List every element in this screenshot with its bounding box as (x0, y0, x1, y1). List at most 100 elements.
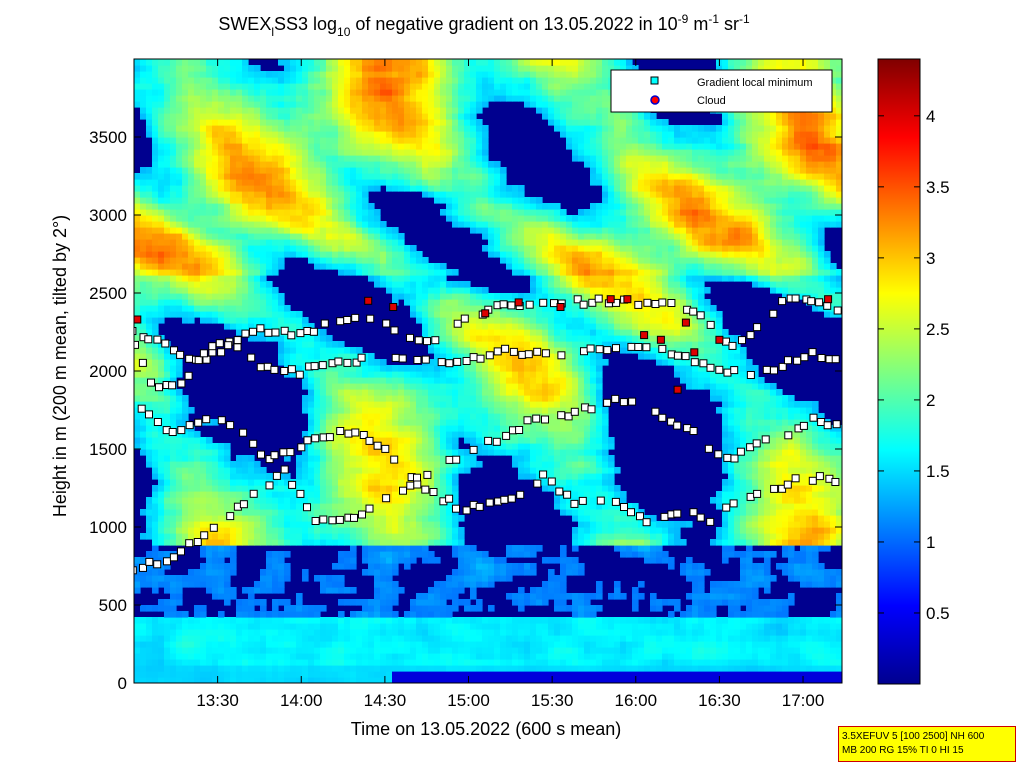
heatmap-cell (308, 77, 315, 84)
heatmap-cell (362, 389, 369, 396)
heatmap-cell (284, 665, 291, 672)
heatmap-cell (404, 131, 411, 138)
heatmap-cell (224, 503, 231, 510)
heatmap-cell (266, 149, 273, 156)
heatmap-cell (326, 257, 333, 264)
heatmap-cell (452, 149, 459, 156)
heatmap-cell (212, 203, 219, 210)
heatmap-cell (458, 665, 465, 672)
heatmap-cell (170, 665, 177, 672)
heatmap-cell (410, 185, 417, 192)
heatmap-cell (452, 521, 459, 528)
heatmap-cell (410, 77, 417, 84)
heatmap-cell (176, 125, 183, 132)
heatmap-cell (188, 659, 195, 666)
heatmap-cell (332, 629, 339, 636)
heatmap-cell (308, 497, 315, 504)
heatmap-cell (332, 341, 339, 348)
heatmap-cell (458, 623, 465, 630)
heatmap-cell (314, 653, 321, 660)
heatmap-cell (188, 569, 195, 576)
heatmap-cell (392, 275, 399, 282)
heatmap-cell (488, 293, 495, 300)
heatmap-cell (272, 131, 279, 138)
heatmap-cell (434, 191, 441, 198)
heatmap-cell (224, 545, 231, 552)
heatmap-cell (362, 155, 369, 162)
heatmap-cell (326, 617, 333, 624)
heatmap-cell (212, 623, 219, 630)
heatmap-cell (134, 377, 141, 384)
heatmap-cell (308, 479, 315, 486)
heatmap-cell (422, 659, 429, 666)
heatmap-cell (476, 575, 483, 582)
heatmap-cell (278, 245, 285, 252)
heatmap-cell (446, 431, 453, 438)
heatmap-cell (446, 509, 453, 516)
heatmap-cell (410, 557, 417, 564)
heatmap-cell (398, 251, 405, 258)
heatmap-cell (368, 149, 375, 156)
heatmap-cell (446, 173, 453, 180)
heatmap-cell (158, 263, 165, 270)
heatmap-cell (296, 203, 303, 210)
heatmap-cell (152, 503, 159, 510)
heatmap-cell (236, 293, 243, 300)
heatmap-cell (410, 551, 417, 558)
heatmap-cell (338, 77, 345, 84)
heatmap-cell (386, 647, 393, 654)
heatmap-cell (374, 149, 381, 156)
heatmap-cell (434, 107, 441, 114)
heatmap-cell (410, 389, 417, 396)
heatmap-cell (362, 161, 369, 168)
heatmap-cell (188, 89, 195, 96)
heatmap-cell (434, 59, 441, 66)
heatmap-cell (362, 653, 369, 660)
heatmap-cell (326, 149, 333, 156)
heatmap-cell (194, 275, 201, 282)
heatmap-cell (260, 491, 267, 498)
heatmap-cell (470, 569, 477, 576)
heatmap-cell (260, 89, 267, 96)
heatmap-cell (386, 461, 393, 468)
heatmap-cell (236, 83, 243, 90)
heatmap-cell (194, 173, 201, 180)
heatmap-cell (362, 623, 369, 630)
heatmap-cell (320, 407, 327, 414)
heatmap-cell (410, 503, 417, 510)
heatmap-cell (422, 461, 429, 468)
heatmap-cell (422, 83, 429, 90)
heatmap-cell (176, 71, 183, 78)
heatmap-cell (458, 455, 465, 462)
heatmap-cell (170, 89, 177, 96)
heatmap-cell (284, 227, 291, 234)
heatmap-cell (290, 155, 297, 162)
heatmap-cell (416, 251, 423, 258)
heatmap-cell (452, 155, 459, 162)
heatmap-cell (368, 653, 375, 660)
heatmap-cell (164, 299, 171, 306)
heatmap-cell (320, 173, 327, 180)
heatmap-cell (170, 659, 177, 666)
heatmap-cell (296, 341, 303, 348)
heatmap-cell (212, 107, 219, 114)
heatmap-cell (458, 83, 465, 90)
heatmap-cell (416, 443, 423, 450)
heatmap-cell (332, 527, 339, 534)
heatmap-cell (374, 599, 381, 606)
heatmap-cell (218, 467, 225, 474)
heatmap-cell (494, 671, 501, 678)
heatmap-cell (140, 89, 147, 96)
heatmap-cell (344, 245, 351, 252)
heatmap-cell (332, 83, 339, 90)
heatmap-cell (230, 209, 237, 216)
heatmap-cell (308, 125, 315, 132)
heatmap-cell (416, 641, 423, 648)
heatmap-cell (404, 635, 411, 642)
heatmap-cell (320, 221, 327, 228)
heatmap-cell (260, 119, 267, 126)
heatmap-cell (368, 443, 375, 450)
heatmap-cell (488, 407, 495, 414)
heatmap-cell (422, 395, 429, 402)
heatmap-cell (476, 419, 483, 426)
